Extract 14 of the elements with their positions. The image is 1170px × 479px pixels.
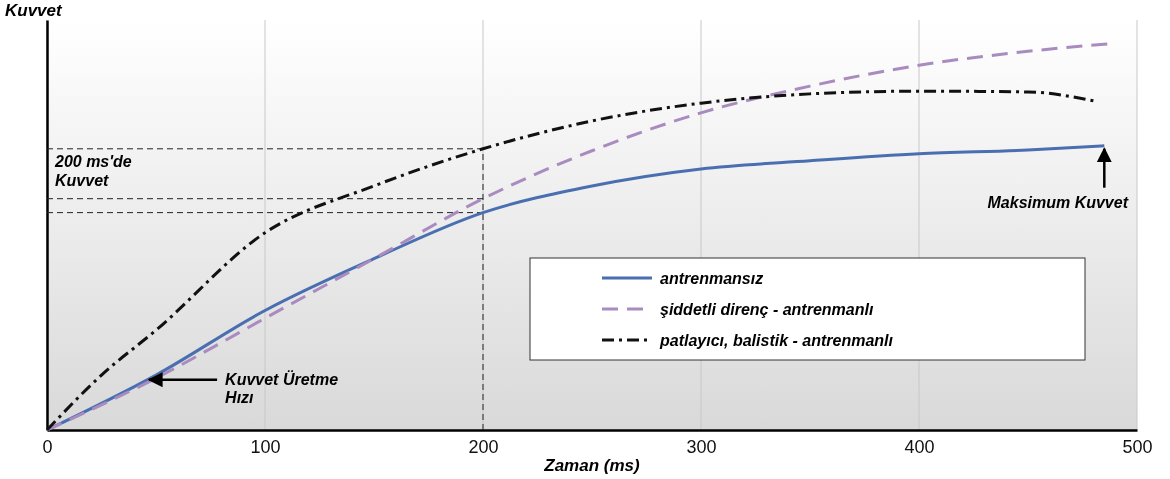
x-axis-title: Zaman (ms) — [543, 456, 641, 475]
x-tick-label: 500 — [1122, 436, 1153, 457]
x-tick-label: 400 — [904, 436, 935, 457]
legend-label: antrenmansız — [660, 270, 764, 287]
x-tick-label: 0 — [42, 436, 53, 457]
x-tick-label: 100 — [250, 436, 281, 457]
annotation: Maksimum Kuvvet — [987, 193, 1129, 211]
x-tick-label: 300 — [686, 436, 717, 457]
ref-line-label: 200 ms'de Kuvvet — [54, 152, 132, 189]
x-tick-label: 200 — [468, 436, 499, 457]
annotation: Kuvvet Üretme Hızı — [225, 369, 339, 406]
legend-label: şiddetli direnç - antrenmanlı — [660, 301, 874, 318]
legend-label: patlayıcı, balistik - antrenmanlı — [659, 332, 894, 349]
y-axis-title: Kuvvet — [5, 1, 64, 20]
